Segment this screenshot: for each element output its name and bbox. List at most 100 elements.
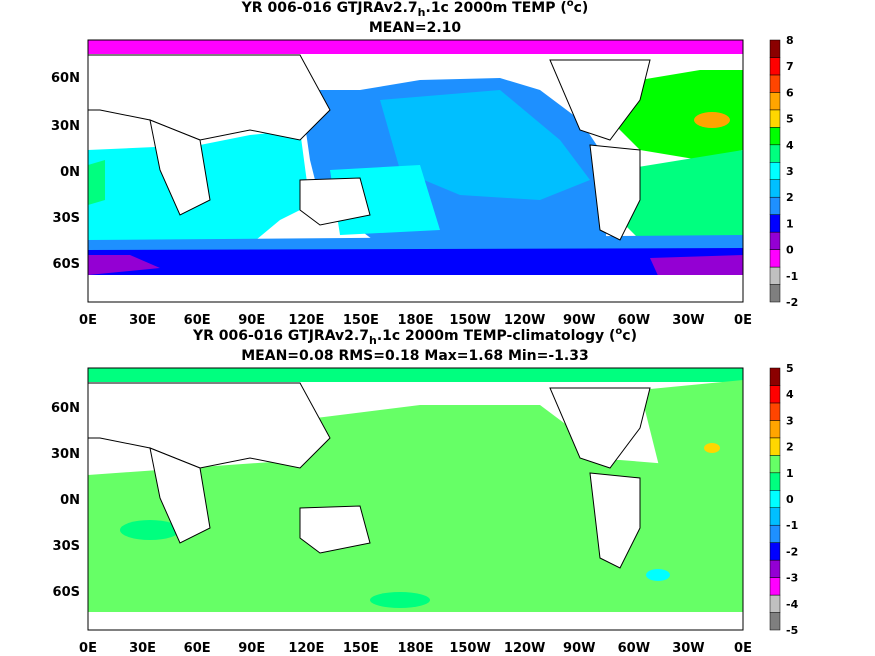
australia-outline [299,505,371,554]
north-america-outline [549,59,651,141]
south-atlantic-field [620,150,743,250]
y-ticks-top: 60N 30N 0N 30S 60S [51,71,80,272]
x-tick-label: 120E [288,641,324,656]
x-tick-label: 90W [563,641,595,656]
colorbar-tick-label: -1 [786,270,798,283]
panel-subtitle: MEAN=2.10 [369,20,462,36]
hotspot-anomaly [704,443,720,453]
x-tick-label: 0E [734,313,752,328]
x-ticks-top: 0E 30E 60E 90E 120E 150E 180E 150W 120W 90W 60W 30W… [79,313,752,328]
colorbar-swatch [769,559,781,578]
colorbar-swatch [769,39,781,58]
colorbar-tick-label: 7 [786,60,794,73]
x-tick-label: 30E [129,641,156,656]
y-tick-60n: 60N [51,71,80,86]
colorbar-swatch [769,249,781,268]
colorbar-swatch [769,196,781,215]
colorbar-swatch [769,367,781,386]
x-tick-label: 0E [79,641,97,656]
arctic-field [88,40,743,54]
panel-top: YR 006-016 GTJRAv2.7h.1c 2000m TEMP (oc)… [51,0,798,328]
southern-band-3 [88,260,743,275]
colorbar-top: -2 -1 0 1 2 3 4 5 6 7 8 [769,34,798,309]
colorbar-swatch [769,490,781,508]
colorbar-swatch [769,455,781,474]
antarctica [88,612,743,630]
x-tick-label: 120W [504,641,545,656]
colorbar-swatch [769,127,781,146]
y-tick-30s: 30S [53,211,80,226]
panel-title: YR 006-016 GTJRAv2.7h.1c 2000m TEMP-clim… [192,326,637,347]
australia-outline [299,177,371,226]
x-tick-label: 60W [618,313,650,328]
arctic-field [88,368,743,382]
southern-band-2 [88,248,743,262]
map-frame [87,39,744,303]
weddell-field [88,255,160,275]
colorbar-tick-label: -1 [786,519,798,532]
pacific-core-field [380,90,590,200]
hotspot-field [694,112,730,128]
north-america-outline [549,387,651,469]
panel-title: YR 006-016 GTJRAv2.7h.1c 2000m TEMP (oc) [241,0,589,19]
south-america-outline [589,472,641,569]
colorbar-swatch [769,214,781,233]
colorbar-swatch [769,231,781,250]
x-tick-label: 150E [343,641,379,656]
x-tick-label: 180E [397,313,433,328]
colorbar-tick-label: 6 [786,86,794,99]
south-america-outline [589,144,641,241]
y-ticks-bottom: 60N 30N 0N 30S 60S [51,401,80,600]
colorbar-swatch [769,594,781,613]
x-tick-label: 30W [672,641,704,656]
x-tick-label: 0E [734,641,752,656]
colorbar-tick-label: 8 [786,34,794,47]
colorbar-tick-label: -5 [786,624,798,637]
colorbar-swatch [769,162,781,180]
y-tick-60s: 60S [53,257,80,272]
colorbar-tick-label: 5 [786,362,794,375]
colorbar-swatch [769,266,781,285]
southern-anomaly [370,592,430,608]
x-tick-label: 90E [238,313,265,328]
colorbar-swatch [769,57,781,76]
x-tick-label: 60E [184,641,211,656]
x-tick-label: 0E [79,313,97,328]
panel-bottom: YR 006-016 GTJRAv2.7h.1c 2000m TEMP-clim… [51,326,799,656]
colorbar-tick-label: 1 [786,217,794,230]
colorbar-tick-label: 4 [786,388,794,401]
south-atlantic-deep-field [650,255,743,280]
x-ticks-bottom: 0E 30E 60E 90E 120E 150E 180E 150W 120W 90W 60W 30W… [79,641,752,656]
colorbar-tick-label: -4 [786,598,799,611]
eurasia-outline [87,54,331,141]
colorbar-tick-label: 0 [786,244,794,257]
southern-band-1 [88,235,743,252]
x-tick-label: 30W [672,313,704,328]
colorbar-swatch [769,507,781,526]
eurasia-outline [87,382,331,469]
y-tick-60s: 60S [53,585,80,600]
argentine-anomaly [646,569,670,581]
x-tick-label: 150W [449,641,490,656]
colorbar-tick-label: 2 [786,441,794,454]
x-tick-label: 30E [129,313,156,328]
colorbar-swatch [769,542,781,561]
colorbar-swatch [769,612,781,631]
colorbar-swatch [769,92,781,111]
map-top [87,39,744,303]
y-tick-0n: 0N [60,165,80,180]
colorbar-tick-label: 1 [786,467,794,480]
panel-subtitle: MEAN=0.08 RMS=0.18 Max=1.68 Min=-1.33 [241,348,588,364]
colorbar-tick-label: 3 [786,165,794,178]
africa-coast-field [88,160,105,205]
colorbar-swatch [769,437,781,456]
colorbar-swatch [769,524,781,543]
y-tick-60n: 60N [51,401,80,416]
colorbar-swatch [769,402,781,421]
y-tick-30s: 30S [53,539,80,554]
indian-anomaly [120,520,180,540]
y-tick-0n: 0N [60,493,80,508]
y-tick-30n: 30N [51,119,80,134]
x-tick-label: 120W [504,313,545,328]
